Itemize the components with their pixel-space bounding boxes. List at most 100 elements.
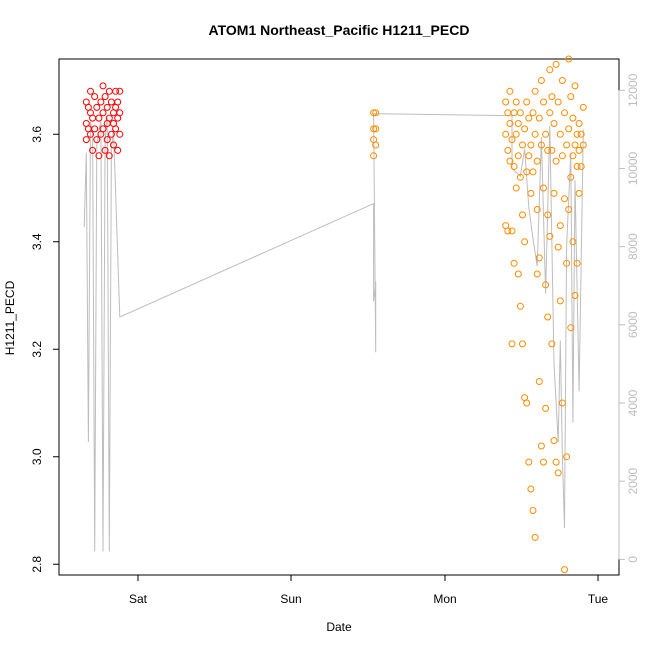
data-point — [558, 77, 566, 84]
chart-title: ATOM1 Northeast_Pacific H1211_PECD — [209, 22, 470, 38]
data-point — [103, 103, 111, 111]
data-point — [114, 98, 122, 106]
data-point — [540, 184, 547, 192]
data-point — [567, 173, 575, 181]
data-point — [535, 254, 543, 262]
data-point — [523, 98, 531, 106]
data-point — [544, 313, 552, 321]
data-point — [556, 222, 564, 230]
data-point — [523, 399, 531, 407]
data-point — [99, 109, 107, 117]
data-point — [519, 340, 526, 348]
data-point — [372, 141, 380, 149]
data-point — [105, 114, 113, 122]
data-point — [544, 211, 552, 219]
data-point — [554, 98, 562, 106]
data-point — [563, 259, 571, 267]
data-point — [569, 238, 577, 246]
data-point — [558, 399, 566, 407]
data-point — [565, 125, 573, 133]
data-point — [89, 114, 97, 122]
data-point — [535, 114, 543, 122]
data-point — [569, 152, 577, 160]
data-point — [573, 130, 581, 138]
data-point — [540, 458, 547, 466]
data-point — [525, 114, 533, 122]
data-point — [550, 189, 558, 197]
data-point — [561, 109, 568, 117]
data-point — [537, 141, 545, 149]
data-point — [558, 152, 566, 160]
data-point — [112, 87, 120, 95]
data-point — [510, 259, 518, 267]
y2-tick-label: 12000 — [626, 73, 640, 107]
data-point — [502, 130, 510, 138]
data-point — [575, 120, 583, 127]
data-point — [521, 238, 529, 246]
data-point — [508, 227, 516, 235]
data-point — [548, 340, 556, 348]
data-point — [506, 120, 514, 127]
data-point — [91, 125, 99, 133]
data-point — [512, 130, 520, 138]
data-point — [577, 163, 585, 170]
data-point — [521, 125, 529, 133]
data-point — [552, 60, 560, 68]
data-point — [510, 163, 518, 170]
data-point — [105, 152, 113, 160]
altitude-line — [83, 113, 584, 552]
data-point — [550, 120, 558, 127]
data-point — [550, 437, 558, 445]
x-tick-label: Sun — [280, 592, 301, 606]
data-point — [565, 55, 573, 63]
data-point — [563, 141, 571, 149]
data-point — [533, 206, 541, 213]
data-point — [552, 157, 560, 165]
data-point — [114, 146, 122, 154]
data-point — [527, 141, 535, 149]
data-point — [531, 130, 539, 138]
data-point — [372, 125, 380, 133]
data-point — [571, 141, 579, 149]
data-point — [554, 243, 562, 251]
data-point — [537, 442, 545, 450]
data-point — [519, 141, 526, 149]
data-point — [561, 195, 568, 203]
data-point — [573, 259, 581, 267]
data-point — [548, 146, 556, 154]
data-point — [516, 109, 524, 117]
data-point — [87, 87, 94, 95]
data-point — [544, 146, 552, 154]
x-axis-label: Date — [326, 620, 352, 634]
y2-axis-right: 0 2000 4000 6000 8000 10000 12000 — [618, 73, 640, 563]
points-layer — [82, 55, 587, 574]
data-point — [99, 82, 107, 90]
data-point — [525, 152, 533, 160]
data-point — [531, 87, 539, 95]
data-point — [567, 324, 575, 332]
data-point — [93, 136, 101, 144]
y-axis-label: H1211_PECD — [3, 280, 17, 355]
data-point — [579, 141, 587, 149]
data-point — [569, 114, 577, 122]
y-tick-label: 3.2 — [30, 341, 44, 358]
data-point — [565, 206, 573, 213]
data-point — [91, 93, 99, 101]
data-point — [116, 109, 124, 117]
data-point — [546, 66, 554, 74]
data-point — [533, 270, 541, 278]
data-point — [116, 87, 124, 95]
data-point — [99, 125, 107, 133]
y2-tick-label: 2000 — [626, 468, 640, 495]
data-point — [508, 136, 516, 144]
data-point — [116, 130, 124, 138]
data-point — [567, 93, 575, 101]
data-point — [575, 146, 583, 154]
data-point — [519, 211, 526, 219]
data-point — [516, 302, 524, 310]
data-point — [514, 270, 522, 278]
data-point — [561, 566, 568, 574]
data-point — [514, 120, 522, 127]
data-point — [370, 109, 378, 117]
